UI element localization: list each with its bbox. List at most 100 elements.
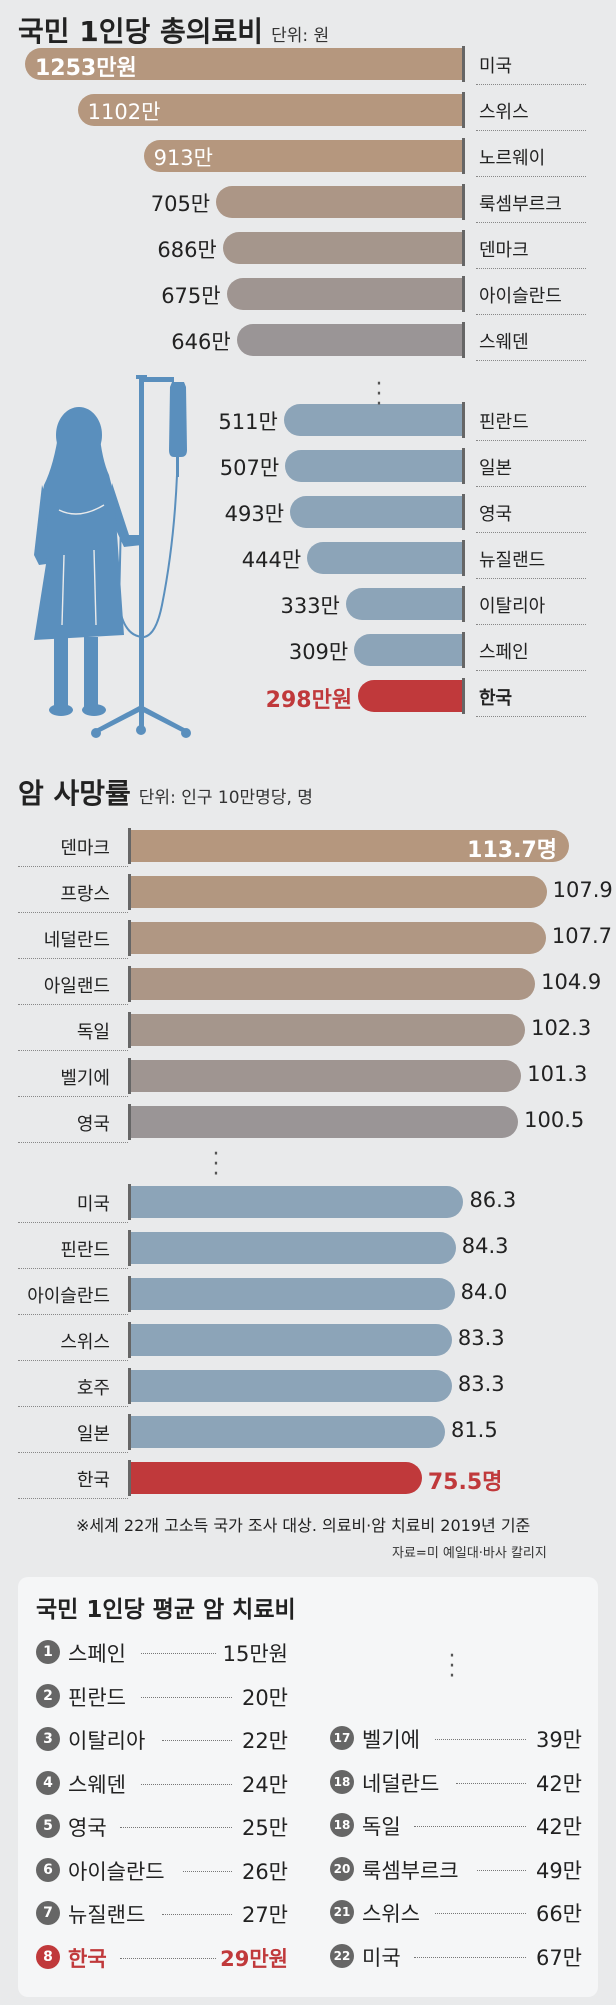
row-leader — [476, 314, 586, 315]
rank-badge: 4 — [36, 1770, 60, 1795]
row-leader — [476, 268, 586, 269]
rank-name: 이탈리아 — [68, 1729, 146, 1753]
rank-name: 스위스 — [362, 1902, 420, 1926]
axis-tick — [128, 1012, 131, 1048]
rank-leader — [435, 1739, 526, 1740]
bar-스웨덴 — [236, 324, 462, 356]
country-label-호주: 호주 — [76, 1378, 110, 1399]
country-label-아이슬란드: 아이슬란드 — [27, 1286, 110, 1307]
bar-스페인 — [354, 634, 462, 666]
value-label-덴마크: 113.7명 — [467, 838, 557, 863]
row-leader — [476, 486, 586, 487]
patient-iv-illustration — [34, 375, 191, 738]
gap-ellipsis: · · · — [212, 1142, 220, 1187]
value-label-프랑스: 107.9 — [552, 878, 613, 902]
rank-name: 룩셈부르크 — [362, 1858, 459, 1883]
value-label-핀란드: 511만 — [218, 410, 278, 434]
country-label-룩셈부르크: 룩셈부르크 — [479, 194, 562, 215]
rank-leader — [183, 1870, 232, 1872]
chart1-title: 국민 1인당 총의료비 단위: 원 — [18, 10, 329, 50]
axis-tick — [128, 828, 131, 864]
bar-핀란드 — [131, 1232, 456, 1264]
rank-badge: 6 — [36, 1857, 60, 1882]
rank-value: 29만원 — [220, 1946, 288, 1971]
country-label-영국: 영국 — [479, 504, 513, 525]
value-label-덴마크: 686만 — [157, 238, 217, 262]
country-label-아일랜드: 아일랜드 — [43, 976, 110, 997]
axis-tick — [128, 966, 131, 1002]
rank-leader — [456, 1782, 526, 1784]
value-label-뉴질랜드: 444만 — [241, 548, 302, 572]
value-label-벨기에: 101.3 — [527, 1062, 588, 1086]
country-label-덴마크: 덴마크 — [60, 838, 110, 859]
value-label-영국: 493만 — [224, 502, 285, 526]
country-label-스페인: 스페인 — [479, 642, 529, 663]
rank-badge: 8 — [36, 1944, 60, 1969]
axis-tick — [462, 632, 465, 668]
value-label-아이슬란드: 84.0 — [460, 1280, 508, 1304]
row-leader — [476, 360, 586, 361]
axis-tick — [128, 1322, 131, 1358]
rank-row-스페인: 1 스페인 15만원 — [36, 1638, 288, 1668]
rank-badge: 21 — [330, 1900, 354, 1924]
country-label-핀란드: 핀란드 — [60, 1240, 110, 1261]
rank-leader — [477, 1869, 526, 1871]
rank-row-핀란드: 2 핀란드 20만 — [36, 1682, 288, 1712]
chart1-unit: 단위: 원 — [271, 26, 330, 46]
list-ellipsis: · · · — [448, 1644, 456, 1689]
axis-tick — [128, 874, 131, 910]
row-leader — [476, 222, 586, 223]
row-leader — [18, 1498, 128, 1499]
row-leader — [18, 958, 128, 959]
country-label-스위스: 스위스 — [479, 102, 529, 123]
rank-badge: 5 — [36, 1814, 60, 1838]
country-label-핀란드: 핀란드 — [479, 412, 529, 433]
rank-value: 20만 — [241, 1685, 288, 1710]
chart2-title-text: 암 사망률 — [18, 777, 131, 810]
rank-name: 영국 — [68, 1816, 107, 1840]
axis-tick — [462, 276, 465, 312]
value-label-일본: 507만 — [219, 456, 280, 480]
country-label-노르웨이: 노르웨이 — [479, 148, 546, 169]
axis-tick — [462, 678, 465, 714]
bar-영국 — [290, 496, 462, 528]
bar-뉴질랜드 — [307, 542, 462, 574]
axis-tick — [462, 494, 465, 530]
axis-tick — [128, 1414, 131, 1450]
bar-덴마크 — [222, 232, 462, 264]
country-label-벨기에: 벨기에 — [60, 1068, 110, 1089]
rank-leader — [120, 1827, 232, 1828]
bar-룩셈부르크 — [216, 186, 462, 218]
rank-value: 25만 — [241, 1816, 288, 1840]
rank-badge: 2 — [36, 1683, 60, 1708]
row-leader — [18, 866, 128, 867]
rank-name: 스웨덴 — [68, 1772, 126, 1797]
row-leader — [476, 440, 586, 441]
axis-tick — [128, 1368, 131, 1404]
rank-row-스위스: 21 스위스 66만 — [330, 1898, 582, 1928]
rank-badge: 18 — [330, 1813, 354, 1837]
axis-tick — [462, 540, 465, 576]
bar-프랑스 — [131, 876, 547, 908]
row-leader — [476, 624, 586, 625]
rank-leader — [435, 1913, 526, 1914]
treatment-cost-box — [18, 1577, 598, 1997]
rank-leader — [162, 1914, 232, 1915]
country-label-한국: 한국 — [479, 688, 513, 709]
rank-leader — [414, 1826, 526, 1827]
bar-일본 — [285, 450, 462, 482]
bar-벨기에 — [131, 1060, 522, 1092]
country-label-스위스: 스위스 — [60, 1332, 110, 1353]
value-label-영국: 100.5 — [524, 1108, 585, 1132]
row-leader — [18, 1222, 128, 1223]
rank-row-벨기에: 17 벨기에 39만 — [330, 1724, 582, 1754]
bar-덴마크 — [131, 830, 569, 862]
rank-name: 아이슬란드 — [68, 1859, 165, 1884]
rank-value: 66만 — [535, 1902, 582, 1926]
rank-value: 49만 — [535, 1858, 582, 1883]
treatment-cost-title: 국민 1인당 평균 암 치료비 — [36, 1597, 296, 1623]
axis-tick — [128, 1460, 131, 1496]
row-leader — [18, 1142, 128, 1143]
bar-아이슬란드 — [226, 278, 462, 310]
value-label-독일: 102.3 — [531, 1016, 592, 1040]
